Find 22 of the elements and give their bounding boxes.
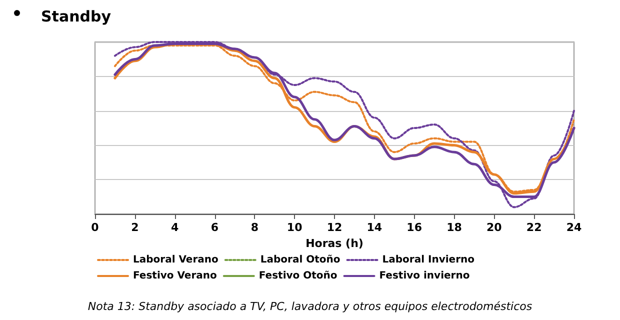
legend-label: Laboral Verano bbox=[133, 254, 219, 266]
chart-title: Standby bbox=[41, 8, 112, 26]
x-tick-label: 10 bbox=[286, 221, 303, 234]
legend-label: Laboral Invierno bbox=[382, 254, 475, 266]
x-tick-label: 22 bbox=[526, 221, 542, 234]
text: Nota 13: Standby asociado a TV, PC, lavadora y otros equipos electrodomésticos bbox=[88, 300, 532, 313]
x-tick-label: 6 bbox=[210, 221, 219, 234]
x-tick-label: 20 bbox=[486, 221, 502, 234]
legend-label: Laboral Otoño bbox=[260, 254, 340, 266]
legend-label: Festivo Verano bbox=[133, 270, 218, 282]
x-tick-label: 12 bbox=[326, 221, 342, 234]
x-tick-label: 4 bbox=[171, 221, 180, 234]
x-tick-label: 16 bbox=[406, 221, 422, 234]
x-tick-label: 2 bbox=[131, 221, 139, 234]
x-tick-label: 0 bbox=[91, 221, 100, 234]
x-tick-label: 18 bbox=[446, 221, 462, 234]
x-tick-label: 14 bbox=[366, 221, 382, 234]
legend-label: Festivo Otoño bbox=[258, 270, 338, 282]
x-axis-title: Horas (h) bbox=[306, 236, 364, 250]
x-tick-label: 24 bbox=[566, 221, 582, 234]
legend-label: Festivo invierno bbox=[379, 270, 470, 282]
x-tick-label: 8 bbox=[250, 221, 258, 234]
